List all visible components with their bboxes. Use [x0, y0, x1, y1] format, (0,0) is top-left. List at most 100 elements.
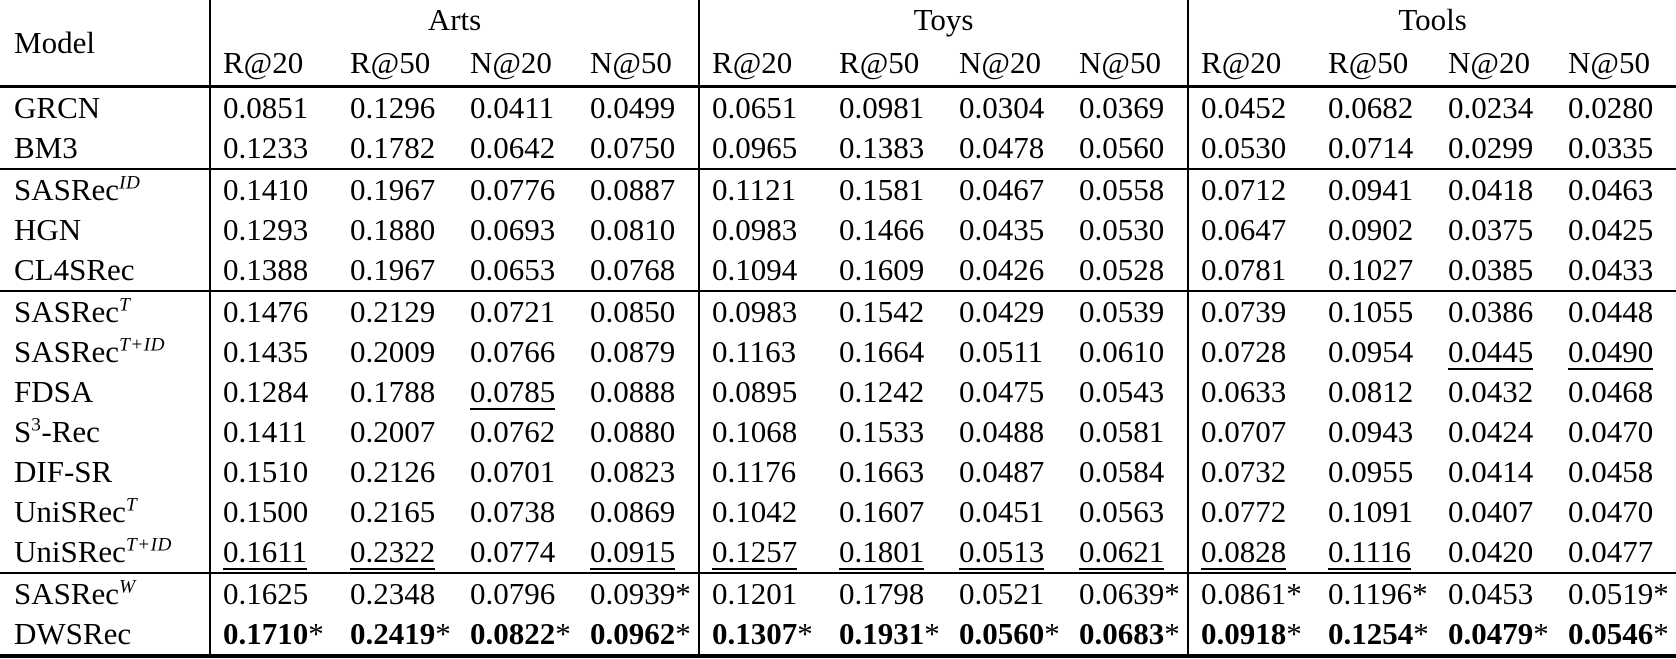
metric-value: 0.1510 [209, 452, 338, 492]
metric-value: 0.0558 [1067, 168, 1189, 210]
metric-value: 0.0810 [590, 212, 676, 247]
model-name: SASRecID [0, 168, 210, 210]
metric-value: 0.0475 [959, 374, 1045, 409]
metric-column-header: R@50 [827, 40, 948, 88]
metric-value: 0.1383 [839, 130, 925, 165]
metric-value: 0.0452 [1187, 86, 1317, 128]
significance-asterisk: * [1412, 576, 1428, 611]
metric-column-header: R@50 [338, 40, 458, 88]
metric-column-header: R@20 [209, 40, 338, 88]
metric-value: 0.1435 [209, 332, 338, 372]
metric-value: 0.0683* [1079, 616, 1180, 651]
metric-value: 0.1027 [1328, 252, 1414, 287]
metric-value: 0.0470 [1568, 414, 1654, 449]
metric-value: 0.1609 [839, 252, 925, 287]
group-header-toys: Toys [698, 0, 1189, 40]
metric-value: 0.1611 [209, 532, 338, 573]
metric-value: 0.0785 [470, 374, 556, 410]
metric-value: 0.0879 [590, 334, 676, 369]
model-name: SASRecW [0, 572, 210, 614]
metric-value: 0.0581 [1079, 414, 1165, 449]
metric-value: 0.2322 [350, 534, 436, 570]
metric-value: 0.0983 [698, 290, 828, 332]
model-name: SASRecT+ID [14, 334, 165, 369]
model-name: BM3 [14, 130, 78, 165]
metric-value: 0.0869 [590, 494, 676, 529]
metric-value: 0.2126 [350, 454, 436, 489]
metric-value: 0.0530 [1079, 212, 1165, 247]
metric-value: 0.0781 [1187, 250, 1317, 291]
metric-value: 0.0850 [578, 290, 700, 332]
metric-value: 0.2129 [338, 290, 458, 332]
metric-value: 0.0610 [1079, 334, 1165, 369]
metric-header-row: R@20 R@50 N@20 N@50 R@20 R@50 N@20 N@50 R@20 R@50… [0, 40, 1676, 88]
significance-asterisk: * [924, 616, 940, 651]
metric-value: 0.0653 [470, 252, 556, 287]
metric-value: 0.1293 [209, 210, 338, 250]
metric-value: 0.2348 [338, 572, 458, 614]
metric-value: 0.0521 [947, 572, 1068, 614]
metric-value: 0.0543 [1079, 374, 1165, 409]
metric-value: 0.0750 [590, 130, 676, 165]
metric-value: 0.0939* [578, 572, 700, 614]
table-row: GRCN 0.0851 0.1296 0.0411 0.0499 0.0651 0.0981… [0, 86, 1676, 128]
metric-value: 0.0386 [1436, 290, 1557, 332]
metric-value: 0.1542 [827, 290, 948, 332]
metric-value: 0.0621 [1079, 534, 1165, 570]
significance-asterisk: * [797, 616, 813, 651]
metric-value: 0.1055 [1316, 290, 1437, 332]
metric-value: 0.1788 [350, 374, 436, 409]
metric-value: 0.0479* [1448, 616, 1549, 651]
table-row: CL4SRec 0.1388 0.1967 0.0653 0.0768 0.1094 0.1… [0, 250, 1676, 291]
metric-value: 0.0861* [1187, 572, 1317, 614]
metric-value: 0.1068 [698, 412, 828, 452]
metric-value: 0.0682 [1328, 90, 1414, 125]
metric-value: 0.1233 [209, 128, 338, 169]
metric-value: 0.0407 [1448, 494, 1534, 529]
metric-value: 0.0470 [1568, 494, 1654, 529]
metric-value: 0.0639* [1067, 572, 1189, 614]
metric-value: 0.0519* [1556, 572, 1676, 614]
metric-column-header: R@20 [1187, 40, 1317, 88]
metric-value: 0.1196* [1316, 572, 1437, 614]
metric-value: 0.0429 [947, 290, 1068, 332]
metric-value: 0.0584 [1079, 454, 1165, 489]
metric-value: 0.0560* [959, 616, 1060, 651]
metric-value: 0.0651 [698, 86, 828, 128]
metric-value: 0.1798 [827, 572, 948, 614]
model-name: GRCN [14, 90, 101, 125]
metric-column-header: N@20 [947, 40, 1068, 88]
metric-value: 0.0513 [959, 534, 1045, 570]
significance-asterisk: * [1164, 576, 1180, 611]
metric-value: 0.0448 [1556, 290, 1676, 332]
metric-value: 0.2419* [350, 616, 451, 651]
metric-value: 0.0774 [470, 534, 556, 569]
metric-value: 0.0738 [470, 494, 556, 529]
model-name: UniSRecT+ID [14, 534, 172, 569]
metric-value: 0.0435 [959, 212, 1045, 247]
metric-value: 0.0732 [1187, 452, 1317, 492]
table-row: SASRecT+ID 0.1435 0.2009 0.0766 0.0879 0.1163… [0, 332, 1676, 372]
metric-value: 0.2165 [350, 494, 436, 529]
model-name: S3-Rec [14, 414, 100, 449]
model-name: FDSA [14, 374, 94, 409]
metric-value: 0.1967 [350, 252, 436, 287]
metric-value: 0.0828 [1187, 532, 1317, 573]
metric-value: 0.0647 [1187, 210, 1317, 250]
metric-value: 0.0981 [839, 90, 925, 125]
model-name: DIF-SR [14, 454, 113, 489]
metric-value: 0.0420 [1448, 534, 1534, 569]
metric-value: 0.0488 [959, 414, 1045, 449]
significance-asterisk: * [1653, 616, 1669, 651]
metric-value: 0.2007 [350, 414, 436, 449]
metric-value: 0.1411 [209, 412, 338, 452]
model-name: UniSRecT [14, 494, 138, 529]
metric-value: 0.0888 [590, 374, 676, 409]
table-row: SASRecID 0.1410 0.1967 0.0776 0.0887 0.1121 0.… [0, 168, 1676, 210]
metric-value: 0.0962* [590, 616, 691, 651]
metric-value: 0.0385 [1448, 252, 1534, 287]
metric-value: 0.0915 [590, 534, 676, 570]
metric-value: 0.0280 [1568, 90, 1654, 125]
metric-column-header: R@50 [1316, 40, 1437, 88]
